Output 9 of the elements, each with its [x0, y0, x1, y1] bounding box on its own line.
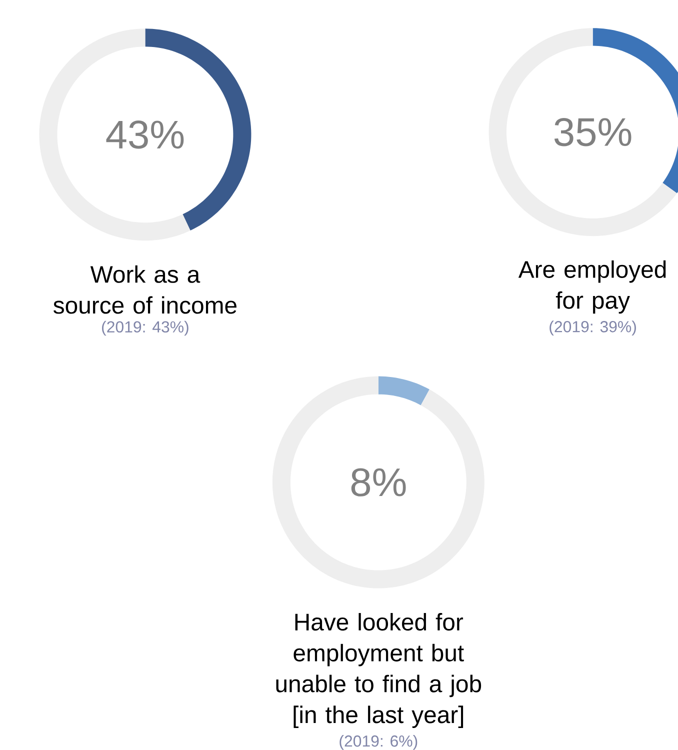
text: Are employed for pay [518, 260, 666, 314]
text: (2019: 6%) [340, 735, 418, 750]
text: (2019: 43%) [102, 320, 188, 336]
text: 8% [351, 468, 406, 496]
text: (2019: 39%) [550, 320, 636, 336]
text: 43% [106, 120, 184, 149]
text: Work as a source of income [54, 265, 236, 314]
text: Have looked for employment but unable to find a job [in the last year] [276, 613, 482, 728]
text: 35% [554, 118, 632, 146]
